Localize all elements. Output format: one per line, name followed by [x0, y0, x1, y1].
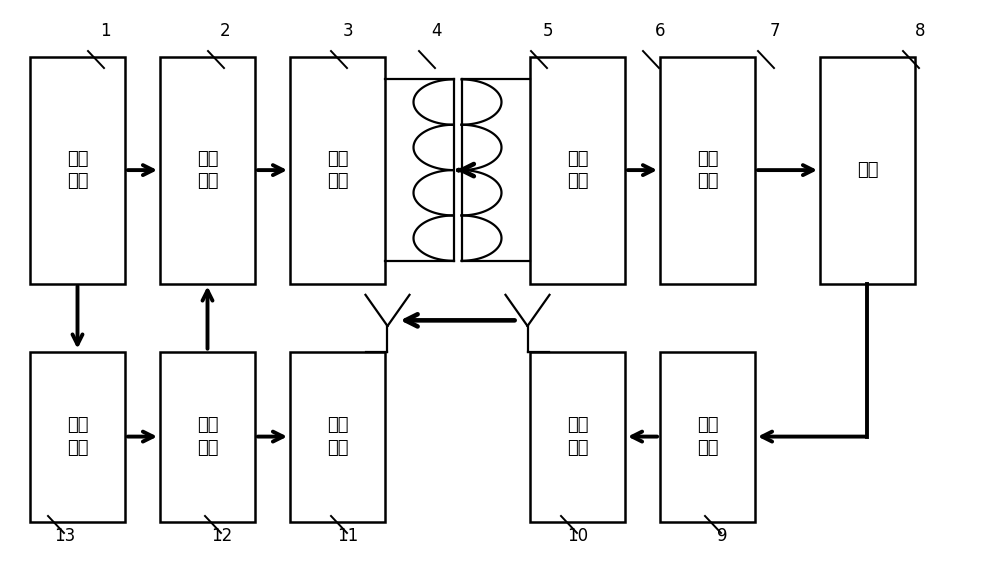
Text: 谐振
电容: 谐振 电容 [327, 150, 348, 190]
Text: 9: 9 [717, 527, 727, 545]
Bar [820, 57, 915, 284]
Text: 12: 12 [211, 527, 233, 545]
Text: 10: 10 [567, 527, 589, 545]
Text: 直流
电源: 直流 电源 [67, 150, 88, 190]
Bar [160, 352, 255, 522]
Text: 7: 7 [770, 22, 780, 40]
Text: 11: 11 [337, 527, 359, 545]
Text: 采集
单元: 采集 单元 [67, 417, 88, 456]
Text: 通讯
单元: 通讯 单元 [327, 417, 348, 456]
Bar [530, 352, 625, 522]
Text: 逆变
单元: 逆变 单元 [197, 150, 218, 190]
Bar [30, 352, 125, 522]
Bar [160, 57, 255, 284]
Text: 通讯
单元: 通讯 单元 [567, 417, 588, 456]
Text: 5: 5 [543, 22, 553, 40]
Text: 4: 4 [431, 22, 441, 40]
Text: 2: 2 [220, 22, 230, 40]
Bar [30, 57, 125, 284]
Bar [660, 352, 755, 522]
Text: 谐振
电容: 谐振 电容 [567, 150, 588, 190]
Text: 8: 8 [915, 22, 925, 40]
Bar [290, 352, 385, 522]
Bar [530, 57, 625, 284]
Text: 6: 6 [655, 22, 665, 40]
Text: 1: 1 [100, 22, 110, 40]
Text: 整流
滤波: 整流 滤波 [697, 150, 718, 190]
Text: 采集
单元: 采集 单元 [697, 417, 718, 456]
Bar [660, 57, 755, 284]
Text: 主控
制板: 主控 制板 [197, 417, 218, 456]
Text: 负载: 负载 [857, 161, 878, 179]
Text: 3: 3 [343, 22, 353, 40]
Text: 13: 13 [54, 527, 76, 545]
Bar [290, 57, 385, 284]
